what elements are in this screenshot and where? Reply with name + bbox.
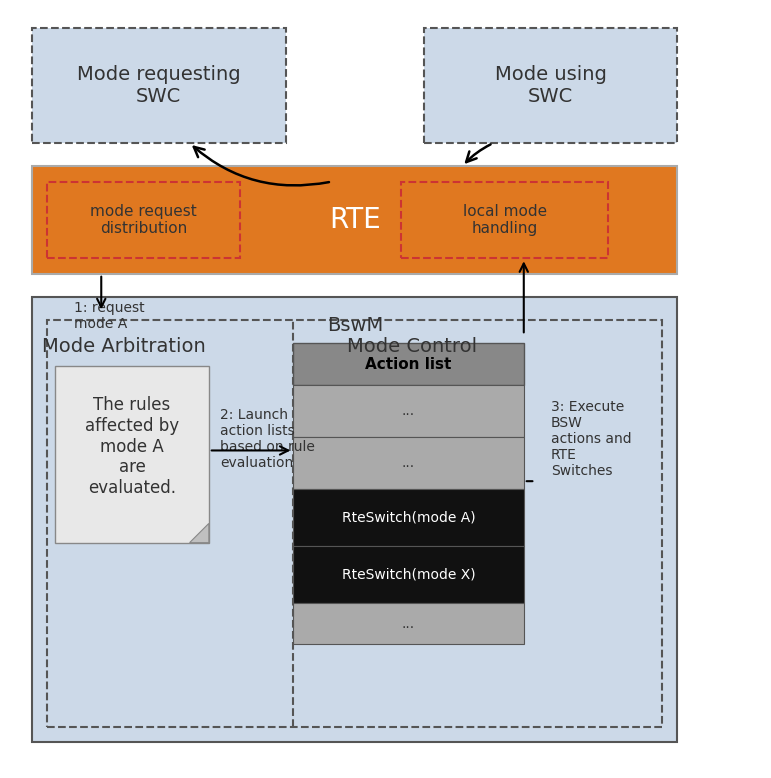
Text: ...: ... <box>402 404 415 418</box>
Text: Action list: Action list <box>365 356 452 372</box>
FancyBboxPatch shape <box>293 603 524 644</box>
Text: 1: request
mode A: 1: request mode A <box>74 300 145 331</box>
Text: RTE: RTE <box>329 206 381 234</box>
FancyBboxPatch shape <box>424 28 678 143</box>
FancyBboxPatch shape <box>32 28 285 143</box>
Text: ...: ... <box>402 617 415 631</box>
Text: Mode Control: Mode Control <box>347 337 477 356</box>
FancyBboxPatch shape <box>293 437 524 489</box>
Text: RteSwitch(mode X): RteSwitch(mode X) <box>342 567 476 581</box>
Polygon shape <box>190 524 209 542</box>
Text: RteSwitch(mode A): RteSwitch(mode A) <box>342 510 476 524</box>
Text: mode request
distribution: mode request distribution <box>90 204 197 237</box>
FancyBboxPatch shape <box>32 297 678 742</box>
FancyBboxPatch shape <box>56 366 209 542</box>
Text: Mode requesting
SWC: Mode requesting SWC <box>77 65 241 106</box>
FancyBboxPatch shape <box>293 489 524 546</box>
Text: local mode
handling: local mode handling <box>463 204 547 237</box>
Text: The rules
affected by
mode A
are
evaluated.: The rules affected by mode A are evaluat… <box>85 396 179 497</box>
Text: 2: Launch
action lists
based on rule
evaluation: 2: Launch action lists based on rule eva… <box>221 408 315 470</box>
FancyBboxPatch shape <box>293 343 524 385</box>
FancyBboxPatch shape <box>32 166 678 274</box>
Text: Mode Arbitration: Mode Arbitration <box>42 337 206 356</box>
Text: 3: Execute
BSW
actions and
RTE
Switches: 3: Execute BSW actions and RTE Switches <box>550 400 631 478</box>
FancyBboxPatch shape <box>293 546 524 603</box>
Text: BswM: BswM <box>327 316 383 335</box>
FancyBboxPatch shape <box>293 385 524 437</box>
Text: ...: ... <box>402 456 415 470</box>
Text: Mode using
SWC: Mode using SWC <box>495 65 607 106</box>
